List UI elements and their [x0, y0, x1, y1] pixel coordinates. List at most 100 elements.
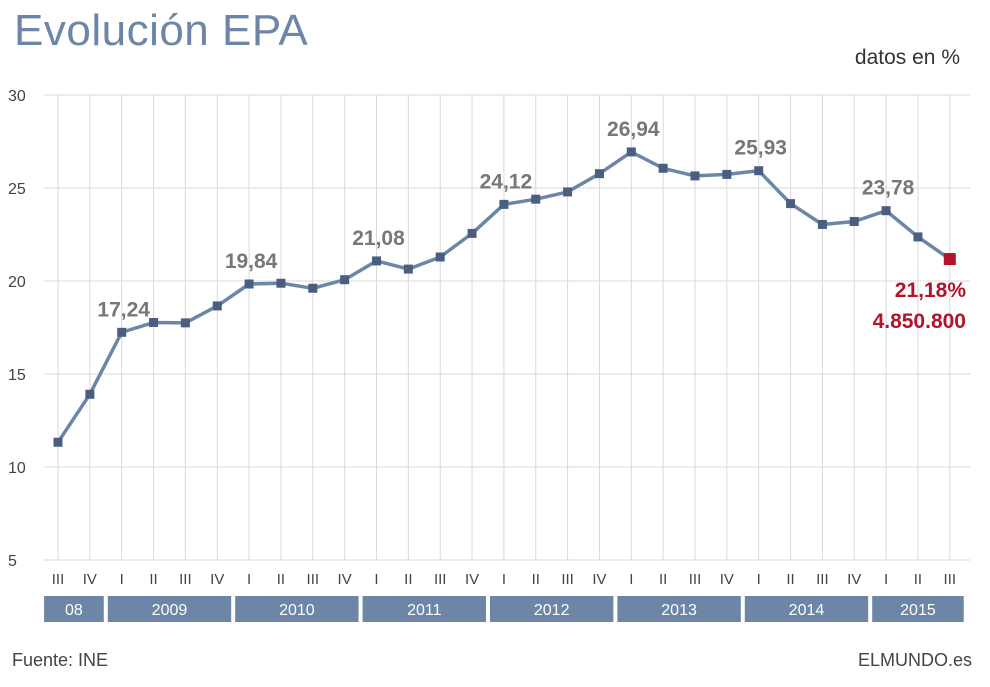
data-point: [881, 206, 891, 216]
y-axis-ticks: 5 10 15 20 25 30: [8, 88, 26, 570]
data-point: [372, 256, 381, 266]
year-band-label: 2015: [900, 602, 936, 619]
latest-percent-label: 21,18%: [895, 279, 967, 302]
quarter-tick-label: III: [561, 571, 574, 588]
data-point: [149, 317, 159, 327]
year-band: [872, 596, 964, 622]
value-label: 24,12: [480, 170, 533, 193]
year-band-label: 2012: [534, 602, 570, 619]
y-tick-label: 25: [8, 181, 26, 198]
quarter-tick-label: IV: [592, 571, 606, 588]
quarter-tick-label: I: [757, 571, 761, 588]
value-label: 21,08: [352, 227, 405, 250]
year-band: [617, 596, 741, 622]
quarter-tick-label: III: [689, 571, 702, 588]
quarter-tick-label: I: [629, 571, 633, 588]
quarter-tick-label: III: [944, 571, 957, 588]
data-point: [244, 279, 254, 289]
data-points: [53, 147, 956, 447]
data-point: [626, 147, 636, 157]
y-tick-label: 5: [8, 553, 17, 570]
quarter-tick-label: I: [374, 571, 378, 588]
data-point: [212, 301, 222, 311]
data-point: [499, 199, 509, 209]
year-band-label: 08: [65, 602, 83, 619]
value-label: 17,24: [97, 298, 150, 321]
data-point: [786, 199, 796, 209]
value-label: 19,84: [225, 250, 278, 273]
year-band: [744, 596, 869, 622]
data-point: [913, 232, 923, 242]
data-point-latest: [943, 253, 956, 266]
quarter-tick-label: I: [502, 571, 506, 588]
quarter-tick-label: II: [404, 571, 412, 588]
year-band: [489, 596, 614, 622]
quarter-tick-label: I: [247, 571, 251, 588]
year-band-label: 2010: [279, 602, 315, 619]
quarter-tick-label: III: [52, 571, 65, 588]
quarter-tick-label: IV: [847, 571, 861, 588]
data-point: [435, 252, 445, 262]
quarter-tick-label: III: [307, 571, 320, 588]
year-band-label: 2013: [661, 602, 697, 619]
data-point: [53, 437, 63, 447]
quarter-tick-label: II: [149, 571, 157, 588]
year-band: [44, 596, 104, 622]
quarter-ticks: III IV I II III IV I II III IV I II III IV I II III IV I II…: [52, 571, 956, 588]
data-point: [308, 283, 318, 293]
data-point: [817, 219, 827, 229]
data-point: [117, 327, 127, 337]
brand-label: ELMUNDO.es: [857, 650, 972, 670]
quarter-tick-label: III: [434, 571, 447, 588]
value-labels: 17,24 19,84 21,08 24,12 26,94 25,93 23,78 21,18…: [97, 118, 966, 333]
quarter-tick-label: III: [179, 571, 192, 588]
data-point: [849, 216, 859, 226]
data-point: [690, 171, 700, 181]
latest-count-label: 4.850.800: [873, 310, 966, 333]
year-band-label: 2009: [152, 602, 188, 619]
units-label: datos en %: [854, 46, 960, 69]
y-tick-label: 30: [8, 88, 26, 105]
data-point: [531, 194, 541, 204]
year-band-label: 2011: [407, 602, 442, 619]
data-point: [85, 389, 95, 399]
quarter-tick-label: II: [277, 571, 285, 588]
quarter-tick-label: IV: [720, 571, 734, 588]
value-label: 25,93: [734, 137, 787, 160]
quarter-tick-label: II: [659, 571, 667, 588]
quarter-tick-label: II: [532, 571, 540, 588]
quarter-tick-label: IV: [83, 571, 97, 588]
data-point: [754, 166, 764, 176]
data-point: [340, 275, 350, 285]
gridlines: [44, 94, 970, 561]
source-note: Fuente: INE: [12, 650, 109, 670]
data-point: [594, 169, 604, 179]
quarter-tick-label: II: [786, 571, 794, 588]
chart-title: Evolución EPA: [14, 6, 309, 55]
data-point: [722, 169, 732, 179]
data-point: [403, 264, 413, 274]
y-tick-label: 15: [8, 367, 26, 384]
data-point: [180, 318, 190, 328]
y-tick-label: 10: [8, 460, 26, 477]
year-band: [235, 596, 359, 622]
quarter-tick-label: I: [120, 571, 124, 588]
quarter-tick-label: IV: [465, 571, 479, 588]
value-label: 23,78: [862, 177, 915, 200]
quarter-tick-label: IV: [210, 571, 224, 588]
year-bands: 08 2009 2010 2011 2012 2013 2014 2015: [44, 596, 964, 622]
quarter-tick-label: II: [914, 571, 922, 588]
year-band: [362, 596, 486, 622]
quarter-tick-label: IV: [338, 571, 352, 588]
year-band: [107, 596, 232, 622]
data-point: [276, 278, 286, 288]
data-point: [563, 187, 573, 197]
value-label: 26,94: [607, 118, 660, 141]
quarter-tick-label: I: [884, 571, 888, 588]
y-tick-label: 20: [8, 274, 26, 291]
data-point: [467, 228, 477, 238]
data-point: [658, 163, 668, 173]
quarter-tick-label: III: [816, 571, 829, 588]
year-band-label: 2014: [789, 602, 825, 619]
